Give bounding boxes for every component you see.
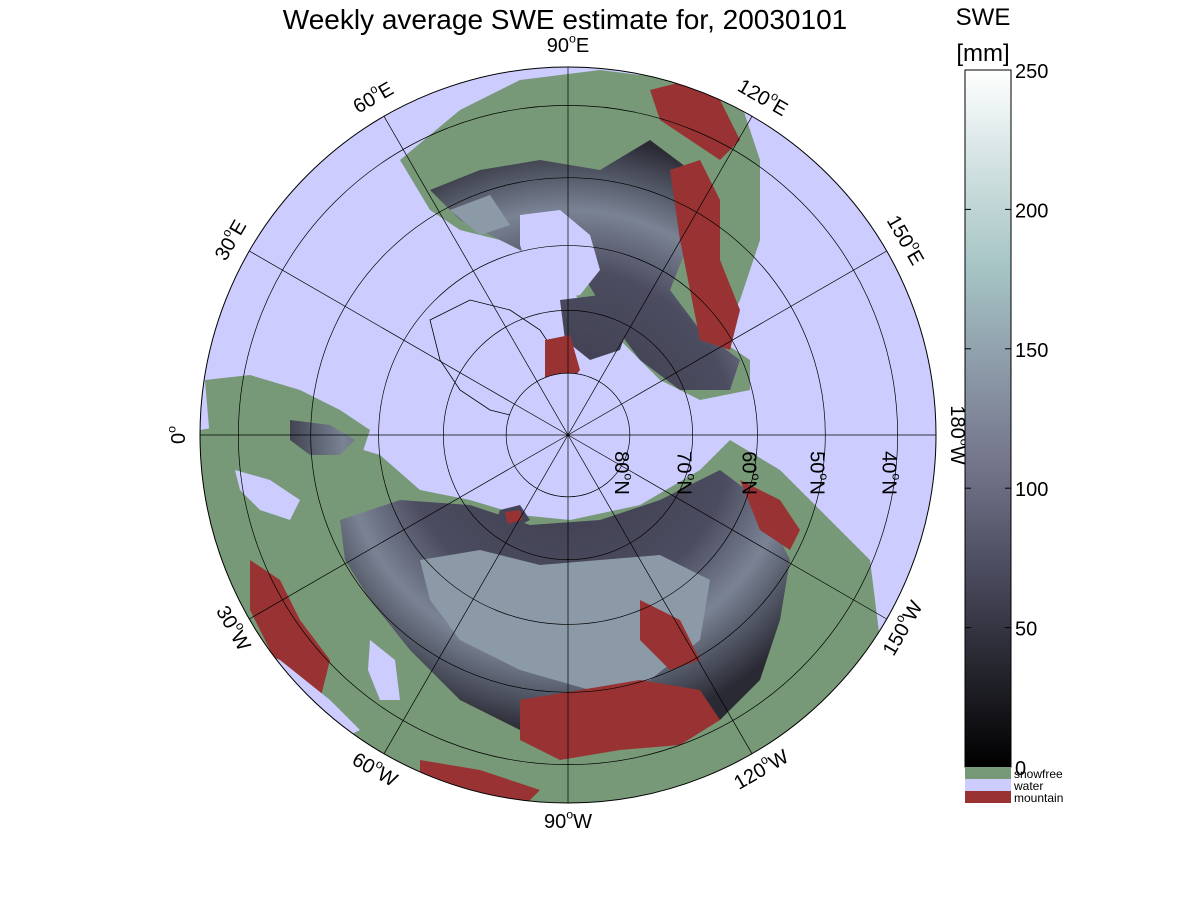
lon-label-90: 90oW [544, 808, 592, 834]
colorbar-ramp [964, 69, 1012, 768]
colorbar-title: SWE [955, 4, 1011, 31]
category-label-snowfree: snowfree [1014, 767, 1063, 781]
lon-label-180: 180oW [946, 405, 972, 464]
mountain-rockies [670, 160, 740, 350]
colorbar-ticks: 0 50 100 150 200 250 [965, 61, 1048, 780]
land-eurasia-snow-light [420, 550, 710, 690]
category-label-mountain: mountain [1014, 791, 1063, 805]
category-label-water: water [1013, 779, 1043, 793]
water-baltic [235, 470, 300, 520]
map-disc [200, 67, 936, 803]
colorbar-tick-50: 50 [1015, 619, 1037, 641]
meridian-30 [249, 434, 569, 620]
lat-label-40: 40oN [877, 451, 903, 495]
meridian-120 [567, 434, 753, 754]
land-scandinavia-snow [290, 420, 355, 455]
lat-label-70: 70oN [672, 451, 698, 495]
lat-label-80: 80oN [610, 451, 636, 495]
meridian-330 [249, 250, 569, 436]
meridian-210 [567, 250, 887, 436]
mountain-kamchatka [740, 480, 800, 550]
meridian-150 [567, 434, 887, 620]
colorbar-unit: [mm] [956, 40, 1010, 67]
mountain-coast-range [650, 80, 740, 160]
lon-label-270: 90oE [547, 32, 590, 58]
mountain-europe [250, 560, 330, 700]
land-arctic-islands [560, 295, 630, 360]
colorbar-tick-0: 0 [1015, 758, 1026, 780]
water-hudson-bay [520, 210, 600, 300]
colorbar-tick-150: 150 [1015, 340, 1048, 362]
mountain-novaya-zemlya [505, 510, 522, 524]
lon-label-0: 0o [165, 426, 191, 444]
mountain-central-asia [520, 680, 720, 760]
meridian-300 [383, 116, 569, 436]
colorbar-tick-200: 200 [1015, 200, 1048, 222]
graticule [200, 67, 936, 803]
lat-label-50: 50oN [805, 451, 831, 495]
map-title: Weekly average SWE estimate for, 2003010… [282, 4, 848, 35]
meridian-240 [567, 116, 753, 436]
mountain-east-asia [640, 600, 700, 670]
lat-label-60: 60oN [737, 451, 763, 495]
water-caspian [368, 640, 400, 700]
lon-label-330: 30oE [208, 215, 251, 265]
colorbar-tick-100: 100 [1015, 479, 1048, 501]
category-swatch-water [965, 779, 1011, 791]
category-swatch-snowfree [965, 767, 1011, 779]
land-north-america-snow-light [450, 195, 510, 235]
meridian-60 [383, 434, 569, 754]
latitude-labels: 80oN 70oN 60oN 50oN 40oN [610, 451, 903, 495]
colorbar-tick-250: 250 [1015, 61, 1048, 83]
lon-label-300: 60oE [348, 75, 398, 118]
map-border [199, 66, 937, 804]
category-swatch-mountain [965, 791, 1011, 803]
